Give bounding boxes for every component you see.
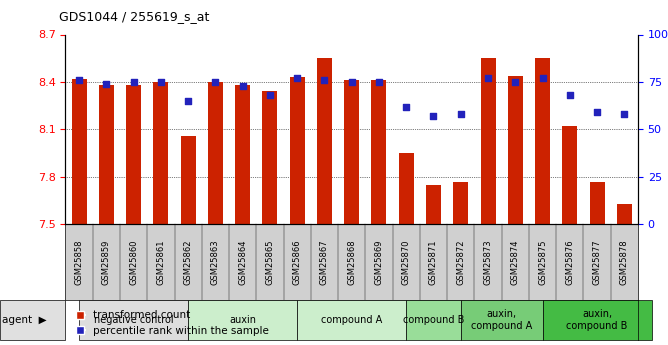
Text: agent  ▶: agent ▶	[2, 315, 47, 325]
Point	[401, 104, 411, 109]
Bar	[263, 91, 277, 224]
Bar	[99, 85, 114, 224]
Text: GSM25876: GSM25876	[565, 239, 574, 285]
Bar	[235, 85, 250, 224]
Text: GSM25858: GSM25858	[75, 239, 84, 285]
Bar	[180, 136, 196, 224]
Text: GSM25869: GSM25869	[375, 239, 383, 285]
Bar	[454, 181, 468, 224]
Point	[619, 111, 630, 117]
Text: GDS1044 / 255619_s_at: GDS1044 / 255619_s_at	[59, 10, 209, 23]
Point	[373, 79, 384, 85]
Point	[319, 77, 330, 83]
Point	[537, 76, 548, 81]
Bar	[535, 58, 550, 224]
Point	[101, 81, 112, 87]
Bar	[399, 153, 413, 224]
Point	[156, 79, 166, 85]
Text: GSM25864: GSM25864	[238, 239, 247, 285]
Bar	[371, 80, 387, 224]
Text: GSM25866: GSM25866	[293, 239, 302, 285]
Point	[510, 79, 520, 85]
Bar	[617, 204, 632, 224]
Legend: transformed count, percentile rank within the sample: transformed count, percentile rank withi…	[72, 306, 273, 340]
Point	[483, 76, 494, 81]
Text: GSM25877: GSM25877	[593, 239, 602, 285]
Bar	[317, 58, 332, 224]
Point	[73, 77, 84, 83]
Bar	[154, 82, 168, 224]
Point	[292, 76, 303, 81]
Bar	[590, 181, 605, 224]
Bar	[344, 80, 359, 224]
Bar	[208, 82, 223, 224]
Point	[183, 98, 194, 104]
Text: GSM25867: GSM25867	[320, 239, 329, 285]
Text: auxin,
compound A: auxin, compound A	[471, 309, 532, 331]
Text: GSM25862: GSM25862	[184, 239, 192, 285]
Text: GSM25868: GSM25868	[347, 239, 356, 285]
Text: negative control: negative control	[94, 315, 174, 325]
Point	[210, 79, 220, 85]
Text: GSM25860: GSM25860	[129, 239, 138, 285]
Text: auxin: auxin	[229, 315, 256, 325]
Bar	[562, 126, 577, 224]
Point	[456, 111, 466, 117]
Text: GSM25871: GSM25871	[429, 239, 438, 285]
Bar	[126, 85, 141, 224]
Point	[346, 79, 357, 85]
Bar	[71, 79, 87, 224]
Point	[428, 114, 439, 119]
Text: auxin,
compound B: auxin, compound B	[566, 309, 628, 331]
Text: GSM25863: GSM25863	[211, 239, 220, 285]
Point	[128, 79, 139, 85]
Text: GSM25861: GSM25861	[156, 239, 166, 285]
Bar	[508, 76, 523, 224]
Text: GSM25870: GSM25870	[401, 239, 411, 285]
Point	[592, 109, 603, 115]
Bar	[290, 77, 305, 224]
Text: compound A: compound A	[321, 315, 382, 325]
Text: GSM25874: GSM25874	[511, 239, 520, 285]
Text: GSM25873: GSM25873	[484, 239, 492, 285]
Bar	[426, 185, 441, 224]
Point	[564, 92, 575, 98]
Text: GSM25859: GSM25859	[102, 239, 111, 285]
Point	[265, 92, 275, 98]
Text: compound B: compound B	[403, 315, 464, 325]
Text: GSM25872: GSM25872	[456, 239, 465, 285]
Bar	[480, 58, 496, 224]
Text: GSM25878: GSM25878	[620, 239, 629, 285]
Text: GSM25875: GSM25875	[538, 239, 547, 285]
Point	[237, 83, 248, 89]
Text: GSM25865: GSM25865	[265, 239, 275, 285]
